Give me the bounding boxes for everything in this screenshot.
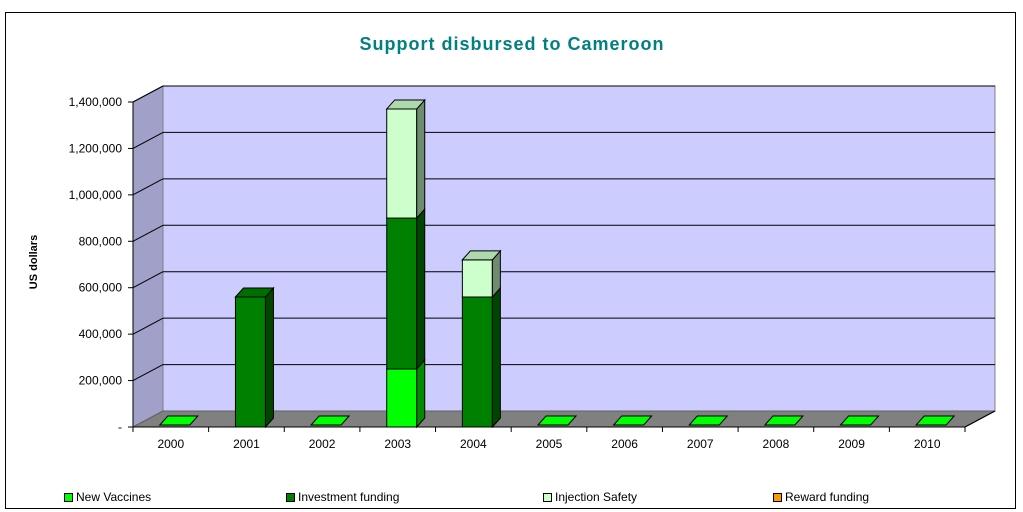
legend-item-injection-safety: Injection Safety [543,490,637,504]
y-tick-label: 600,000 [79,281,123,295]
bar-2003-injection-safety [386,108,418,219]
bar-2004-injection-safety-top [461,250,502,261]
bar-2009-zero [839,415,880,426]
gridline-side [132,224,164,242]
bar-2003-investment-funding-side [416,207,426,371]
bar-2001-investment-funding-side [264,286,274,429]
x-tick-label: 2009 [838,437,865,451]
legend-item-investment-funding: Investment funding [286,490,399,504]
gridline-side [132,364,164,382]
y-tick-label: - [118,420,122,434]
y-tick-label: 400,000 [79,327,123,341]
bar-2001-investment-funding-top [234,287,275,298]
y-tick-label: 1,400,000 [69,95,123,109]
gridline-side [132,271,164,289]
bar-2008-zero [763,415,805,426]
bar-2003-injection-safety-side [416,98,426,220]
bar-2005-zero [536,415,578,426]
legend-label: Reward funding [785,490,870,504]
legend-swatch [543,492,552,502]
floor-edge [964,410,996,428]
gridline-side [132,131,164,149]
gridline-side [132,317,164,335]
y-tick-label: 200,000 [79,374,123,388]
x-tick-label: 2003 [384,437,411,451]
legend-swatch [64,492,73,502]
x-tick-label: 2008 [763,437,790,451]
bar-2002-zero [309,415,351,426]
x-tick-label: 2005 [536,437,563,451]
bar-2007-zero [688,415,729,426]
bar-2003-injection-safety-top [385,99,426,110]
legend-item-reward-funding: Reward funding [773,490,869,504]
bar-2001-investment-funding [234,296,266,428]
bar-2004-injection-safety [461,259,493,298]
legend-label: Injection Safety [555,490,638,504]
y-tick-label: 1,000,000 [69,188,123,202]
legend-swatch [286,492,295,502]
bar-2006-zero [612,415,653,426]
chart-title: Support disbursed to Cameroon [359,34,664,54]
y-tick-label: 800,000 [79,234,123,248]
bar-2003-investment-funding [386,217,418,370]
back-wall [162,85,996,412]
y-tick-label: 1,200,000 [69,141,123,155]
x-tick-label: 2004 [460,437,487,451]
gridline-side [132,85,164,103]
bar-2003-new-vaccines-side [416,358,426,429]
x-tick-label: 2001 [233,437,260,451]
side-wall [132,85,164,428]
x-tick-label: 2007 [687,437,714,451]
legend-swatch [773,492,782,502]
x-tick-label: 2006 [611,437,638,451]
x-tick-label: 2000 [157,437,184,451]
bar-2004-investment-funding [461,296,493,428]
x-tick-label: 2010 [914,437,941,451]
legend-label: New Vaccines [76,490,152,504]
bar-2010-zero [915,415,956,426]
y-axis-label: US dollars [28,235,40,289]
bar-2003-new-vaccines [386,368,418,428]
x-tick-label: 2002 [309,437,336,451]
legend-label: Investment funding [298,490,400,504]
bar-2000-zero [158,415,199,426]
legend-item-new-vaccines: New Vaccines [64,490,151,504]
gridline-side [132,178,164,196]
bar-2004-investment-funding-side [491,286,501,429]
chart-frame [5,12,1016,509]
